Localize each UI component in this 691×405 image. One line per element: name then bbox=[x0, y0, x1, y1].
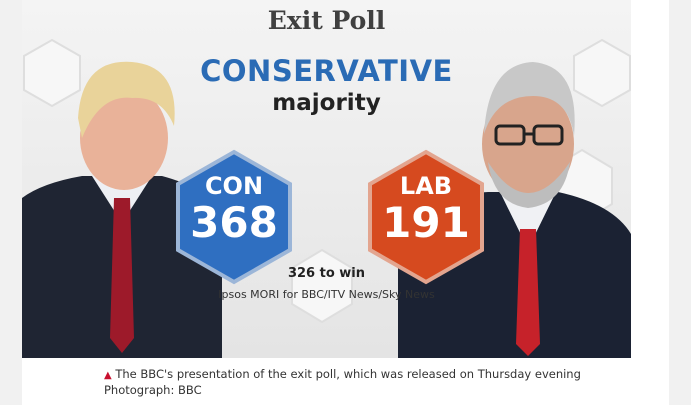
conservative-leader-photo bbox=[22, 61, 222, 358]
caption-text: The BBC's presentation of the exit poll,… bbox=[115, 367, 581, 381]
left-gutter bbox=[0, 0, 22, 405]
con-seat-count: 368 bbox=[190, 198, 278, 247]
image-caption: ▲ The BBC's presentation of the exit pol… bbox=[104, 367, 664, 398]
majority-threshold: 326 to win bbox=[287, 266, 366, 281]
con-hexagon-shape bbox=[176, 149, 292, 285]
caption-credit: Photograph: BBC bbox=[104, 383, 202, 397]
exit-poll-image: Exit Poll CONSERVATIVE majority CON 368 … bbox=[22, 0, 631, 358]
result-subheadline: majority bbox=[272, 90, 381, 116]
con-label: CON bbox=[204, 172, 264, 200]
poll-source: Ipsos MORI for BBC/ITV News/Sky News bbox=[218, 288, 435, 301]
lab-hexagon-shape bbox=[368, 149, 484, 285]
result-headline: CONSERVATIVE bbox=[200, 54, 453, 88]
con-seats-hexagon: CON 368 bbox=[174, 148, 294, 286]
caption-triangle-icon: ▲ bbox=[104, 370, 112, 381]
lab-label: LAB bbox=[399, 172, 453, 200]
lab-seat-count: 191 bbox=[382, 198, 470, 247]
lab-seats-hexagon: LAB 191 bbox=[366, 148, 486, 286]
graphic-title: Exit Poll bbox=[267, 6, 386, 35]
right-gutter bbox=[669, 0, 691, 405]
